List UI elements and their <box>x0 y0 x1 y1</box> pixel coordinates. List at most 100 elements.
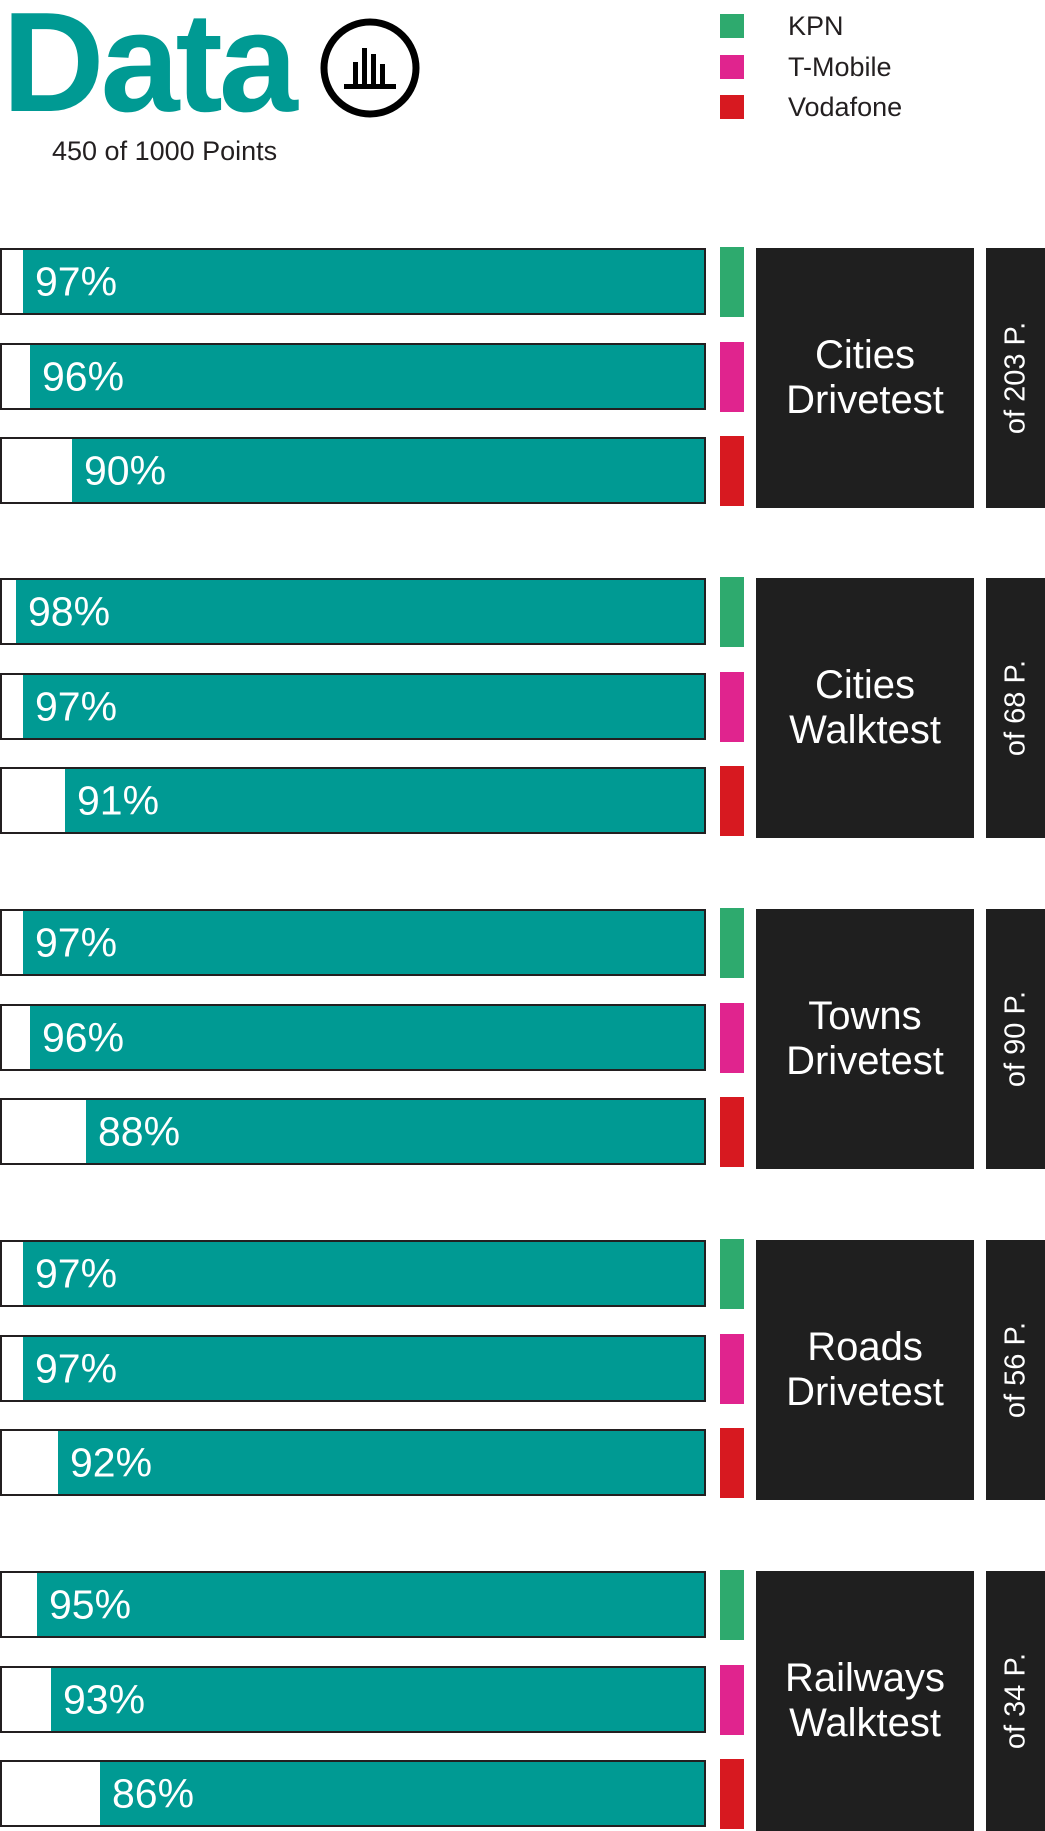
category-label-line: Cities <box>814 663 916 708</box>
points-count-box: of 56 P. <box>986 1240 1045 1500</box>
category-label-line: Walktest <box>789 708 941 752</box>
bar: 97% <box>0 1335 706 1402</box>
bar-fill <box>65 769 704 832</box>
bar-fill <box>86 1100 704 1163</box>
points-count-label: of 203 P. <box>999 321 1031 435</box>
points-count-label: of 68 P. <box>999 659 1031 757</box>
bar: 86% <box>0 1760 706 1827</box>
bar-value-label: 97% <box>35 1250 118 1296</box>
bar: 90% <box>0 437 706 504</box>
bar-value-label: 88% <box>98 1108 181 1154</box>
category-label-box: Railways Walktest <box>756 1571 974 1831</box>
legend-label: KPN <box>788 10 844 41</box>
legend-item: T-Mobile <box>720 51 892 82</box>
bar-value-label: 97% <box>35 919 118 965</box>
category-label-line: Cities <box>814 333 916 378</box>
operator-marker <box>720 672 744 742</box>
bar-fill <box>30 1006 704 1069</box>
bar-fill <box>23 1242 704 1305</box>
operator-marker <box>720 1334 744 1404</box>
operator-marker <box>720 1665 744 1735</box>
legend-swatch <box>720 95 744 119</box>
legend-label: T-Mobile <box>788 51 892 82</box>
bar-fill <box>16 580 704 643</box>
category-label-box: Towns Drivetest <box>756 909 974 1169</box>
category-label-line: Drivetest <box>786 378 944 422</box>
legend-swatch <box>720 55 744 79</box>
bar-value-label: 97% <box>35 258 118 304</box>
bar-value-label: 92% <box>70 1439 153 1485</box>
bar-fill <box>23 911 704 974</box>
points-count-box: of 90 P. <box>986 909 1045 1169</box>
bar-fill <box>100 1762 704 1825</box>
bar: 98% <box>0 578 706 645</box>
category-label-line: Roads <box>807 1325 923 1370</box>
category-label-box: Cities Walktest <box>756 578 974 838</box>
bar-value-label: 97% <box>35 1345 118 1391</box>
bar-value-label: 91% <box>77 777 160 823</box>
bar-value-label: 93% <box>63 1676 146 1722</box>
category-label: Roads Drivetest <box>756 1325 974 1415</box>
points-count-box: of 68 P. <box>986 578 1045 838</box>
category-label: Towns Drivetest <box>756 994 974 1084</box>
category-label-box: Roads Drivetest <box>756 1240 974 1500</box>
points-summary: 450 of 1000 Points <box>52 136 278 166</box>
operator-marker <box>720 1759 744 1829</box>
bar-value-label: 90% <box>84 447 167 493</box>
bar-value-label: 86% <box>112 1770 195 1816</box>
category-label-line: Walktest <box>789 1701 941 1745</box>
category-label-line: Drivetest <box>786 1039 944 1083</box>
bar: 97% <box>0 909 706 976</box>
operator-marker <box>720 908 744 978</box>
legend-item: KPN <box>720 10 844 41</box>
operator-marker <box>720 1239 744 1309</box>
category-label-line: Towns <box>808 994 922 1039</box>
operator-marker <box>720 1003 744 1073</box>
category-label: Cities Drivetest <box>756 333 974 423</box>
bar-fill <box>30 345 704 408</box>
category-label-line: Drivetest <box>786 1370 944 1414</box>
category-label: Cities Walktest <box>756 663 974 753</box>
bar-fill <box>72 439 704 502</box>
legend-item: Vodafone <box>720 91 903 122</box>
bar-value-label: 98% <box>28 588 111 634</box>
operator-marker <box>720 247 744 317</box>
operator-marker <box>720 577 744 647</box>
bar-value-label: 95% <box>49 1581 132 1627</box>
points-count-box: of 34 P. <box>986 1571 1045 1831</box>
bar-fill <box>51 1668 704 1731</box>
bar: 96% <box>0 1004 706 1071</box>
bar-value-label: 96% <box>42 1014 125 1060</box>
operator-marker <box>720 1428 744 1498</box>
legend-label: Vodafone <box>788 91 903 122</box>
bar-value-label: 97% <box>35 683 118 729</box>
bar-fill <box>23 1337 704 1400</box>
legend-swatch <box>720 14 744 38</box>
operator-marker <box>720 1570 744 1640</box>
bar-chart-icon <box>320 18 420 118</box>
operator-marker <box>720 766 744 836</box>
category-label-box: Cities Drivetest <box>756 248 974 508</box>
bar: 92% <box>0 1429 706 1496</box>
operator-marker <box>720 436 744 506</box>
points-count-box: of 203 P. <box>986 248 1045 508</box>
bar: 97% <box>0 248 706 315</box>
bar: 96% <box>0 343 706 410</box>
bar-fill <box>23 675 704 738</box>
category-label-line: Railways <box>784 1656 946 1701</box>
bar-fill <box>58 1431 704 1494</box>
category-label: Railways Walktest <box>756 1656 974 1746</box>
bar: 97% <box>0 673 706 740</box>
operator-marker <box>720 1097 744 1167</box>
bar-value-label: 96% <box>42 353 125 399</box>
bar: 97% <box>0 1240 706 1307</box>
points-count-label: of 90 P. <box>999 990 1031 1088</box>
page-title: Data <box>2 0 298 142</box>
bar: 91% <box>0 767 706 834</box>
bar: 93% <box>0 1666 706 1733</box>
points-count-label: of 34 P. <box>999 1652 1031 1750</box>
bar-fill <box>37 1573 704 1636</box>
points-count-label: of 56 P. <box>999 1321 1031 1419</box>
operator-marker <box>720 342 744 412</box>
bar: 95% <box>0 1571 706 1638</box>
